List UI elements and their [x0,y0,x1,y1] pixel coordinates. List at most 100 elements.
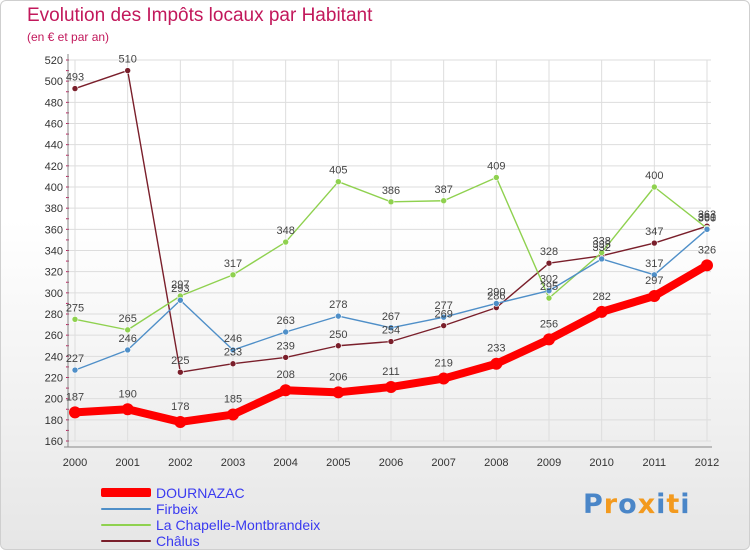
y-tick-label: 180 [45,415,63,427]
x-tick-label: 2006 [379,457,403,469]
data-label: 263 [276,315,294,327]
data-label: 225 [171,355,189,367]
data-point [69,406,81,419]
data-point [177,296,184,304]
data-label: 290 [487,286,505,298]
logo-letter: o [618,489,638,520]
data-label: 269 [434,309,452,321]
data-label: 185 [224,394,242,406]
axes: 1601802002202402602803003203403603804004… [45,54,719,469]
y-tick-label: 340 [45,246,63,258]
data-label: 317 [224,258,242,270]
data-label: 363 [698,209,716,221]
data-point [545,259,553,267]
data-label: 206 [329,371,347,383]
data-label: 360 [698,212,716,224]
data-label: 211 [382,366,400,378]
series [69,67,713,428]
data-label: 265 [118,313,136,325]
legend-swatch [101,508,151,510]
data-point [703,226,711,233]
data-label: 250 [329,329,347,341]
data-point [282,354,289,361]
proxiti-logo[interactable]: Proxiti [583,489,691,520]
data-point [177,368,184,376]
y-tick-label: 460 [45,119,63,131]
data-label: 293 [171,283,189,295]
data-point [229,271,237,279]
legend-label: Firbeix [156,501,199,517]
data-label: 335 [592,239,610,251]
logo-letter: P [583,489,604,520]
data-label: 239 [276,340,294,352]
data-point [545,294,553,302]
data-label: 208 [276,369,294,381]
logo-letter: r [603,489,619,520]
data-point [279,384,292,397]
data-point [437,372,450,385]
data-label: 510 [118,54,136,66]
data-point [598,255,605,263]
data-label: 405 [329,165,347,177]
data-point [651,239,658,247]
data-point [387,338,395,345]
x-tick-label: 2002 [168,457,192,469]
data-point [71,366,79,374]
legend-swatch [101,488,151,497]
data-label: 277 [434,300,452,312]
x-tick-label: 2003 [221,457,245,469]
data-label: 347 [645,226,663,238]
data-label: 233 [487,343,505,355]
data-point [440,322,447,329]
legend-label: Châlus [156,533,200,549]
y-tick-label: 240 [45,351,63,363]
data-label: 278 [329,299,347,311]
data-label: 275 [66,302,84,314]
data-label: 286 [487,291,505,303]
data-labels: 493 510 225 233 239 250 254 269 286 328 335 347 363 2… [66,54,716,413]
data-point [124,326,131,334]
data-point [595,305,608,318]
legend-swatch [101,524,151,526]
legend-swatch [101,540,151,542]
data-label: 493 [66,72,84,84]
x-tick-label: 2009 [537,457,561,469]
x-tick-label: 2007 [431,457,455,469]
logo-letter: i [680,489,691,520]
y-tick-label: 260 [45,330,63,342]
data-label: 227 [66,353,84,365]
y-tick-label: 220 [45,373,63,385]
y-tick-label: 500 [45,76,63,88]
data-label: 328 [540,246,558,258]
data-point [493,174,500,181]
y-tick-label: 400 [45,182,63,194]
data-label: 267 [382,311,400,323]
chart-subtitle: (en € et par an) [27,30,110,44]
data-point [648,290,661,303]
data-point [121,403,134,416]
data-point [124,346,131,354]
data-point [387,198,395,206]
data-label: 326 [698,244,716,256]
x-tick-label: 2012 [695,457,719,469]
x-tick-label: 2011 [643,457,667,469]
y-tick-label: 300 [45,288,63,300]
data-point [651,271,658,279]
data-label: 338 [592,236,610,248]
y-tick-label: 280 [45,309,63,321]
y-tick-label: 440 [45,140,63,152]
data-label: 295 [540,281,558,293]
grid [68,59,711,442]
data-point [335,178,342,186]
data-label: 332 [592,242,610,254]
x-tick-label: 2000 [63,457,87,469]
data-label: 317 [645,258,663,270]
x-tick-label: 2005 [326,457,350,469]
data-label: 233 [224,347,242,359]
legend-label: DOURNAZAC [156,485,245,501]
data-label: 219 [434,358,452,370]
data-point [335,312,342,320]
chart-title: Evolution des Impôts locaux par Habitant [27,5,373,26]
x-tick-label: 2010 [589,457,613,469]
